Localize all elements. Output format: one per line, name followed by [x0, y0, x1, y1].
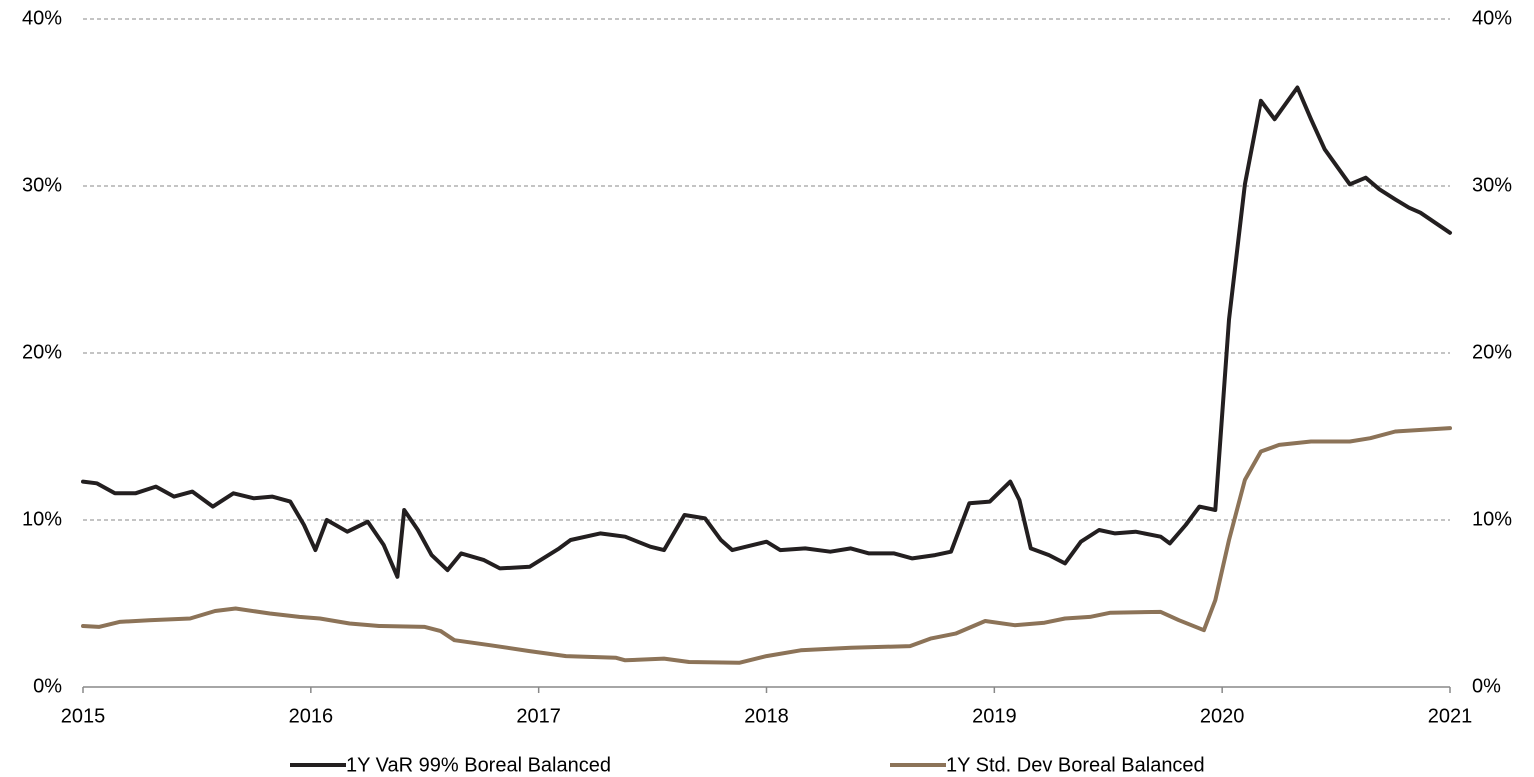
y2-tick-label: 20%	[1472, 341, 1512, 363]
y2-tick-label: 30%	[1472, 174, 1512, 196]
x-tick-label: 2021	[1428, 705, 1473, 727]
y2-tick-label: 40%	[1472, 7, 1512, 29]
legend-label: 1Y VaR 99% Boreal Balanced	[346, 754, 611, 776]
y-tick-label: 10%	[22, 508, 62, 530]
y-tick-label: 0%	[33, 675, 62, 697]
series-line	[81, 85, 1452, 579]
y-tick-label: 40%	[22, 7, 62, 29]
series-line	[81, 426, 1452, 665]
y-tick-label: 30%	[22, 174, 62, 196]
y2-tick-label: 0%	[1472, 675, 1501, 697]
x-tick-label: 2020	[1200, 705, 1245, 727]
x-tick-label: 2018	[744, 705, 789, 727]
y-tick-label: 20%	[22, 341, 62, 363]
x-tick-label: 2019	[972, 705, 1017, 727]
y2-tick-label: 10%	[1472, 508, 1512, 530]
x-tick-label: 2017	[516, 705, 561, 727]
x-tick-label: 2016	[289, 705, 334, 727]
x-tick-label: 2015	[61, 705, 106, 727]
legend-label: 1Y Std. Dev Boreal Balanced	[946, 754, 1205, 776]
